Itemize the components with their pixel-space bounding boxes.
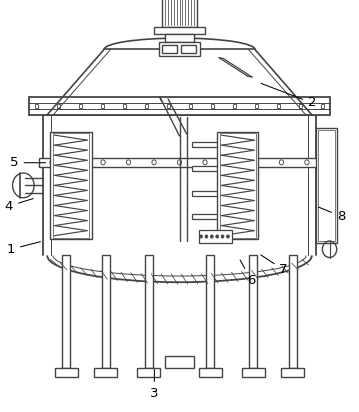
Bar [94, 368, 117, 377]
Bar [242, 368, 265, 377]
Bar [79, 104, 82, 108]
Bar [165, 34, 194, 42]
Bar [199, 368, 222, 377]
Bar [299, 104, 302, 108]
Bar [159, 42, 200, 56]
Circle shape [205, 235, 208, 238]
Bar [50, 132, 92, 239]
Bar [145, 104, 148, 108]
Bar [255, 104, 258, 108]
Bar [165, 356, 194, 368]
Bar [29, 97, 330, 115]
Bar [192, 214, 233, 219]
Text: 3: 3 [150, 370, 159, 400]
Bar [137, 368, 160, 377]
Bar [162, 0, 197, 27]
Text: 8: 8 [318, 207, 345, 223]
Bar [321, 104, 324, 108]
Bar [192, 191, 233, 196]
Bar [39, 158, 320, 167]
Bar [189, 104, 192, 108]
Text: 5: 5 [10, 156, 46, 169]
Bar [289, 255, 297, 368]
Bar [55, 368, 78, 377]
Bar [154, 27, 205, 34]
Bar [199, 230, 232, 243]
Bar [145, 255, 153, 368]
Bar [206, 255, 214, 368]
Bar [182, 45, 196, 53]
Bar [35, 104, 38, 108]
Circle shape [221, 235, 224, 238]
Circle shape [210, 235, 213, 238]
Bar [62, 255, 70, 368]
Bar [123, 104, 126, 108]
Text: 2: 2 [261, 83, 317, 110]
Bar [192, 142, 233, 147]
Bar [318, 130, 335, 241]
Bar [167, 104, 170, 108]
Bar [277, 104, 280, 108]
Text: 1: 1 [6, 242, 40, 256]
Bar [220, 133, 256, 238]
Bar [101, 104, 104, 108]
Text: 6: 6 [240, 260, 256, 287]
Bar [211, 104, 214, 108]
Text: 4: 4 [5, 199, 33, 213]
Bar [249, 255, 257, 368]
Circle shape [227, 235, 229, 238]
Bar [102, 255, 110, 368]
Bar [53, 133, 89, 238]
Bar [281, 368, 304, 377]
Circle shape [216, 235, 219, 238]
Bar [316, 128, 337, 243]
Bar [217, 132, 258, 239]
Bar [233, 104, 236, 108]
Bar [192, 166, 233, 171]
Text: 7: 7 [261, 255, 288, 276]
Bar [162, 45, 177, 53]
Bar [57, 104, 60, 108]
Circle shape [200, 235, 202, 238]
